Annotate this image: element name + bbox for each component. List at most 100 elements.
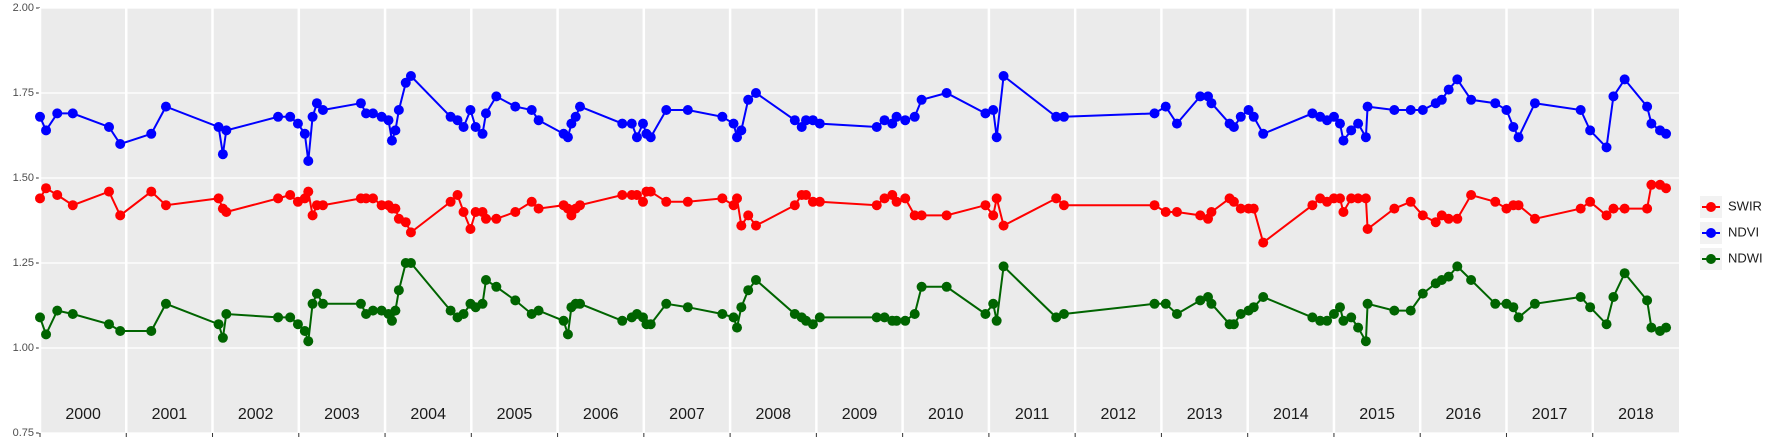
y-tick-label: 1.75 (13, 87, 34, 99)
data-point (980, 108, 991, 119)
data-point (160, 200, 171, 211)
data-point (390, 125, 401, 136)
data-point (533, 115, 544, 126)
data-point (558, 315, 569, 326)
data-point (1360, 336, 1371, 347)
data-point (575, 101, 586, 112)
data-point (115, 139, 126, 149)
data-point (891, 315, 902, 326)
data-point (160, 101, 171, 112)
year-label: 2012 (1100, 406, 1136, 423)
data-point (736, 125, 747, 136)
data-point (1443, 271, 1454, 282)
data-point (1417, 105, 1428, 115)
data-point (661, 105, 672, 115)
data-point (104, 186, 115, 197)
data-point (1328, 111, 1339, 122)
y-tick-label: 1.25 (13, 257, 34, 269)
data-point (35, 111, 45, 122)
data-point (491, 91, 502, 102)
data-point (1417, 288, 1428, 299)
data-point (1248, 203, 1259, 214)
data-point (900, 115, 911, 126)
data-point (998, 261, 1009, 272)
data-point (1248, 111, 1259, 122)
data-point (575, 298, 586, 309)
data-point (458, 309, 469, 319)
data-point (1235, 203, 1246, 214)
data-point (1058, 200, 1069, 211)
data-point (1466, 275, 1477, 285)
data-point (405, 71, 416, 81)
data-point (916, 94, 927, 105)
data-point (891, 111, 902, 122)
data-point (1452, 74, 1463, 85)
data-point (533, 203, 544, 214)
data-point (661, 196, 672, 207)
data-point (217, 332, 228, 343)
data-point (991, 315, 1002, 326)
data-point (1443, 213, 1454, 224)
data-point (1334, 302, 1345, 313)
data-point (1430, 217, 1441, 228)
data-point (400, 77, 411, 88)
data-point (1646, 322, 1657, 333)
data-point (1529, 213, 1540, 224)
data-point (900, 193, 911, 204)
data-point (1195, 91, 1206, 102)
year-label: 2016 (1446, 406, 1482, 423)
data-point (941, 88, 952, 98)
data-point (480, 108, 491, 119)
data-point (1160, 101, 1171, 112)
data-point (1405, 305, 1416, 316)
data-point (637, 118, 648, 129)
data-point (1195, 210, 1206, 221)
data-point (292, 319, 303, 330)
data-point (526, 196, 537, 207)
data-point (617, 315, 628, 326)
data-point (221, 309, 232, 319)
data-point (801, 115, 812, 126)
data-point (909, 309, 920, 319)
data-point (213, 319, 224, 330)
data-point (1353, 322, 1364, 333)
year-label: 2007 (669, 406, 705, 423)
year-label: 2004 (410, 406, 446, 423)
data-point (1642, 101, 1653, 112)
data-point (631, 190, 642, 200)
data-point (1171, 309, 1182, 319)
data-point (146, 128, 157, 139)
data-point (1346, 125, 1357, 136)
data-point (879, 312, 890, 323)
data-point (645, 132, 656, 143)
data-point (477, 298, 488, 309)
data-point (1248, 302, 1259, 313)
data-point (465, 105, 476, 115)
data-point (1529, 98, 1540, 109)
year-label: 2000 (65, 406, 101, 423)
data-point (405, 227, 416, 238)
data-point (1608, 91, 1619, 102)
data-point (452, 115, 463, 126)
data-point (1466, 190, 1477, 200)
data-point (1466, 94, 1477, 105)
data-point (41, 125, 52, 136)
data-point (390, 203, 401, 214)
data-point (470, 122, 481, 132)
data-point (1490, 298, 1501, 309)
data-point (736, 220, 747, 231)
data-point (1228, 319, 1239, 330)
data-point (458, 122, 469, 132)
data-point (213, 193, 224, 204)
data-point (1228, 122, 1239, 132)
data-point (393, 105, 404, 115)
data-point (1661, 322, 1672, 333)
data-point (104, 319, 115, 330)
data-point (213, 122, 224, 132)
data-point (626, 118, 637, 129)
data-point (988, 105, 999, 115)
data-point (480, 275, 491, 285)
data-point (1417, 210, 1428, 221)
data-point (728, 118, 739, 129)
data-point (1258, 292, 1269, 302)
